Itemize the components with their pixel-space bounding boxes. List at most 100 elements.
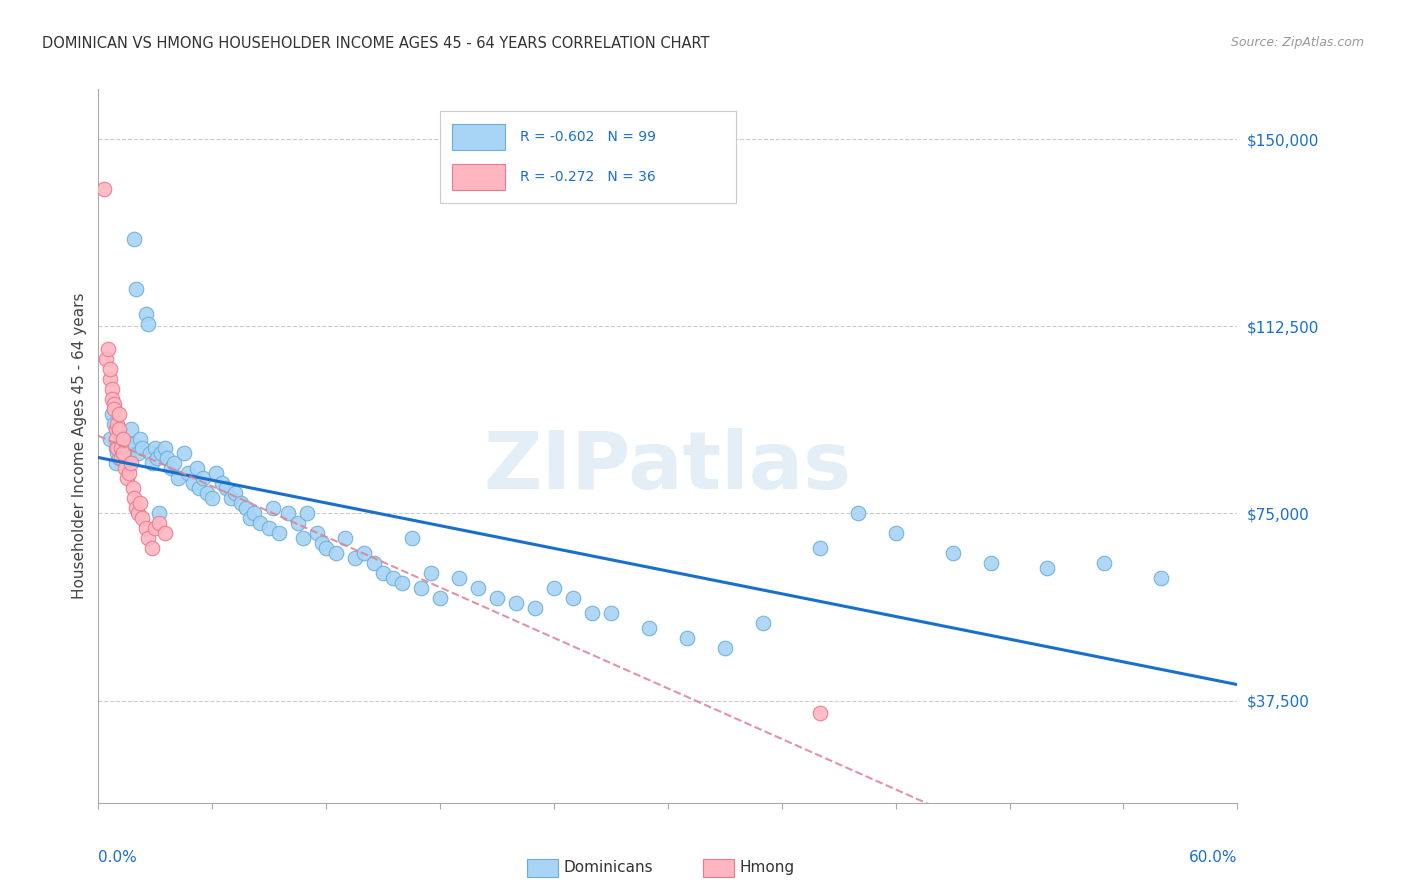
Point [277, 507, 299, 521]
Point [98, 361, 121, 376]
Point [103, 417, 125, 431]
Point [714, 641, 737, 656]
Text: DOMINICAN VS HMONG HOUSEHOLDER INCOME AGES 45 - 64 YEARS CORRELATION CHART: DOMINICAN VS HMONG HOUSEHOLDER INCOME AG… [42, 36, 710, 51]
Point [114, 461, 136, 475]
Point [125, 282, 148, 296]
Point [159, 461, 181, 475]
Point [1036, 561, 1059, 575]
Point [118, 451, 141, 466]
Point [449, 571, 471, 585]
Point [153, 526, 176, 541]
Point [243, 507, 266, 521]
Text: 60.0%: 60.0% [1189, 850, 1237, 865]
Point [110, 436, 132, 450]
Point [211, 476, 233, 491]
Point [107, 421, 129, 435]
Point [100, 392, 122, 406]
Point [259, 521, 281, 535]
Point [136, 317, 159, 331]
Point [267, 526, 290, 541]
Point [287, 516, 309, 531]
Point [94, 351, 117, 366]
Point [110, 442, 132, 456]
Point [135, 521, 157, 535]
Point [224, 486, 246, 500]
Point [163, 457, 186, 471]
Point [543, 581, 565, 595]
Point [305, 526, 328, 541]
Point [411, 581, 433, 595]
Point [115, 446, 138, 460]
Point [638, 621, 661, 635]
Point [249, 516, 271, 531]
Point [235, 501, 257, 516]
Point [150, 446, 173, 460]
Point [120, 421, 142, 435]
Point [524, 601, 547, 615]
Point [188, 482, 211, 496]
Point [107, 446, 129, 460]
Point [315, 541, 337, 556]
Point [121, 482, 143, 496]
Point [104, 442, 127, 456]
Point [138, 446, 160, 460]
Point [371, 566, 394, 581]
Point [343, 551, 366, 566]
Point [108, 421, 131, 435]
Point [115, 471, 138, 485]
Point [186, 461, 208, 475]
Point [942, 546, 965, 560]
Text: 0.0%: 0.0% [98, 850, 138, 865]
Point [167, 471, 190, 485]
Point [112, 446, 135, 460]
Point [129, 432, 152, 446]
Point [110, 451, 132, 466]
Point [1150, 571, 1173, 585]
Point [363, 556, 385, 570]
Point [419, 566, 441, 581]
Point [108, 407, 131, 421]
Point [214, 482, 236, 496]
Point [104, 432, 127, 446]
Point [391, 576, 413, 591]
Point [1094, 556, 1116, 570]
Point [93, 182, 115, 196]
Point [467, 581, 489, 595]
Point [808, 541, 831, 556]
Point [148, 507, 170, 521]
Point [201, 491, 224, 506]
Point [114, 451, 136, 466]
Point [112, 442, 135, 456]
Point [562, 591, 585, 606]
Point [104, 421, 127, 435]
Point [98, 371, 121, 385]
Point [401, 531, 423, 545]
Point [108, 426, 131, 441]
Y-axis label: Householder Income Ages 45 - 64 years: Householder Income Ages 45 - 64 years [72, 293, 87, 599]
Point [135, 307, 157, 321]
Text: Source: ZipAtlas.com: Source: ZipAtlas.com [1230, 36, 1364, 49]
Point [103, 396, 125, 410]
Point [124, 232, 146, 246]
Point [221, 491, 243, 506]
Point [173, 446, 195, 460]
Point [112, 432, 135, 446]
Text: ZIPatlas: ZIPatlas [484, 428, 852, 507]
Point [752, 616, 775, 631]
Point [145, 442, 167, 456]
Point [195, 486, 218, 500]
Point [429, 591, 451, 606]
Point [191, 471, 214, 485]
Point [114, 457, 136, 471]
Point [141, 541, 163, 556]
Point [153, 442, 176, 456]
Point [335, 531, 357, 545]
Point [262, 501, 284, 516]
Point [127, 507, 149, 521]
Point [239, 511, 262, 525]
Point [107, 417, 129, 431]
Point [205, 467, 228, 481]
Point [125, 501, 148, 516]
Point [808, 706, 831, 720]
Point [110, 432, 132, 446]
